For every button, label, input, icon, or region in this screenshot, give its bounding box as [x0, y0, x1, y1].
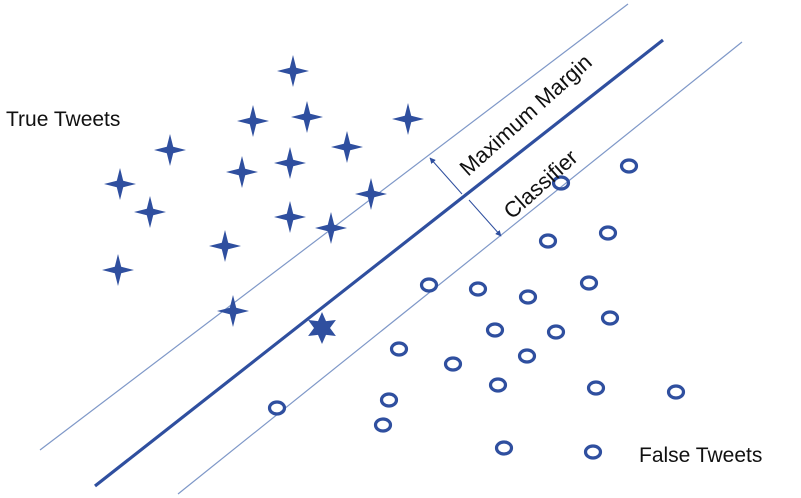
false-tweet-ring-icon — [583, 444, 603, 460]
true-tweet-star-icon — [315, 212, 347, 244]
true-tweet-star-icon — [291, 101, 323, 133]
false-tweet-ring-icon — [468, 281, 488, 297]
false-tweet-ring-icon — [551, 175, 571, 191]
true-tweet-star-icon — [102, 254, 134, 286]
true-tweet-star-icon — [331, 131, 363, 163]
lower-margin-line — [177, 41, 743, 495]
true-tweet-star-icon — [274, 201, 306, 233]
false-tweet-ring-icon — [666, 384, 686, 400]
true-tweet-star-icon — [217, 295, 249, 327]
true-tweet-star-icon — [274, 147, 306, 179]
true-tweet-star-icon — [209, 230, 241, 262]
false-tweet-ring-icon — [546, 324, 566, 340]
false-tweet-ring-icon — [579, 275, 599, 291]
false-tweet-ring-icon — [619, 158, 639, 174]
classifier-lines — [39, 3, 743, 495]
true-tweet-star-icon — [226, 156, 258, 188]
false-tweet-ring-icon — [379, 392, 399, 408]
false-tweet-ring-icon — [600, 310, 620, 326]
false-tweet-ring-icon — [517, 348, 537, 364]
false-tweet-ring-icon — [488, 377, 508, 393]
false-tweet-ring-icon — [267, 400, 287, 416]
false-tweets-label: False Tweets — [639, 444, 762, 467]
true-tweet-star-icon — [154, 134, 186, 166]
false-tweet-ring-icon — [419, 277, 439, 293]
false-tweet-ring-icon — [373, 417, 393, 433]
data-points — [102, 55, 686, 460]
margin-arrow-down — [468, 199, 502, 237]
false-tweet-ring-icon — [598, 225, 618, 241]
false-tweet-ring-icon — [586, 380, 606, 396]
decision-boundary-line — [94, 38, 664, 488]
true-tweet-star-icon — [134, 196, 166, 228]
margin-arrows — [429, 157, 502, 237]
margin-arrow-up — [429, 157, 463, 195]
false-tweet-ring-icon — [494, 440, 514, 456]
true-tweet-star-icon — [277, 55, 309, 87]
false-tweet-ring-icon — [389, 341, 409, 357]
true-tweet-star-icon — [355, 178, 387, 210]
false-tweet-ring-icon — [538, 233, 558, 249]
false-tweet-ring-icon — [518, 289, 538, 305]
false-tweet-ring-icon — [443, 356, 463, 372]
false-tweet-ring-icon — [485, 322, 505, 338]
true-tweet-star-icon — [392, 103, 424, 135]
true-tweets-label: True Tweets — [6, 108, 120, 131]
true-tweet-star-icon — [237, 105, 269, 137]
true-tweet-star-icon — [104, 168, 136, 200]
support-vector-six-point-star-icon — [308, 312, 336, 344]
